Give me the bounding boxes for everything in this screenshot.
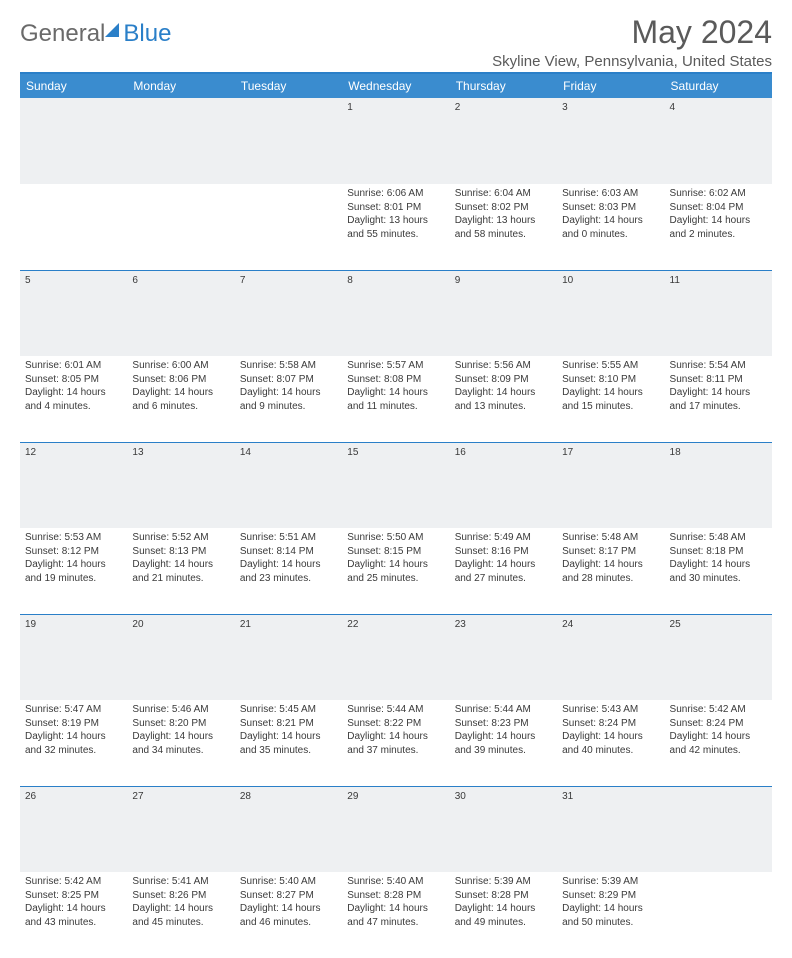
title-block: May 2024 Skyline View, Pennsylvania, Uni… — [492, 14, 772, 70]
col-thursday: Thursday — [450, 73, 557, 98]
day-number: 23 — [450, 614, 557, 700]
day-info: Sunrise: 5:44 AMSunset: 8:23 PMDaylight:… — [450, 700, 557, 786]
day-info: Sunrise: 6:02 AMSunset: 8:04 PMDaylight:… — [665, 184, 772, 270]
month-title: May 2024 — [492, 14, 772, 51]
day-number: 5 — [20, 270, 127, 356]
daynum-row: 12131415161718 — [20, 442, 772, 528]
location-label: Skyline View, Pennsylvania, United State… — [492, 53, 772, 70]
day-number: 25 — [665, 614, 772, 700]
header-row: Sunday Monday Tuesday Wednesday Thursday… — [20, 73, 772, 98]
calendar-table: Sunday Monday Tuesday Wednesday Thursday… — [20, 72, 772, 958]
day-info: Sunrise: 5:39 AMSunset: 8:29 PMDaylight:… — [557, 872, 664, 958]
day-info: Sunrise: 5:46 AMSunset: 8:20 PMDaylight:… — [127, 700, 234, 786]
logo-text-general: General — [20, 20, 105, 48]
header: General Blue May 2024 Skyline View, Penn… — [20, 14, 772, 70]
day-number: 20 — [127, 614, 234, 700]
logo: General Blue — [20, 14, 171, 48]
day-number: 29 — [342, 786, 449, 872]
day-info — [127, 184, 234, 270]
day-number: 4 — [665, 98, 772, 184]
day-info: Sunrise: 5:43 AMSunset: 8:24 PMDaylight:… — [557, 700, 664, 786]
day-info: Sunrise: 5:40 AMSunset: 8:28 PMDaylight:… — [342, 872, 449, 958]
day-info: Sunrise: 5:54 AMSunset: 8:11 PMDaylight:… — [665, 356, 772, 442]
daynum-row: 19202122232425 — [20, 614, 772, 700]
day-number: 12 — [20, 442, 127, 528]
day-number: 3 — [557, 98, 664, 184]
day-number: 18 — [665, 442, 772, 528]
day-number: 17 — [557, 442, 664, 528]
day-number — [665, 786, 772, 872]
day-number: 15 — [342, 442, 449, 528]
day-number: 31 — [557, 786, 664, 872]
info-row: Sunrise: 5:47 AMSunset: 8:19 PMDaylight:… — [20, 700, 772, 786]
day-info: Sunrise: 5:51 AMSunset: 8:14 PMDaylight:… — [235, 528, 342, 614]
col-wednesday: Wednesday — [342, 73, 449, 98]
day-info: Sunrise: 5:50 AMSunset: 8:15 PMDaylight:… — [342, 528, 449, 614]
day-info: Sunrise: 5:47 AMSunset: 8:19 PMDaylight:… — [20, 700, 127, 786]
logo-text-blue: Blue — [123, 20, 171, 48]
day-info: Sunrise: 5:53 AMSunset: 8:12 PMDaylight:… — [20, 528, 127, 614]
day-number: 27 — [127, 786, 234, 872]
day-info: Sunrise: 5:40 AMSunset: 8:27 PMDaylight:… — [235, 872, 342, 958]
day-number: 13 — [127, 442, 234, 528]
col-friday: Friday — [557, 73, 664, 98]
day-number — [20, 98, 127, 184]
day-info — [665, 872, 772, 958]
day-info: Sunrise: 5:49 AMSunset: 8:16 PMDaylight:… — [450, 528, 557, 614]
info-row: Sunrise: 5:42 AMSunset: 8:25 PMDaylight:… — [20, 872, 772, 958]
day-number: 30 — [450, 786, 557, 872]
day-number: 8 — [342, 270, 449, 356]
day-info: Sunrise: 5:42 AMSunset: 8:24 PMDaylight:… — [665, 700, 772, 786]
logo-triangle-icon — [105, 23, 119, 37]
day-info: Sunrise: 5:45 AMSunset: 8:21 PMDaylight:… — [235, 700, 342, 786]
daynum-row: 1234 — [20, 98, 772, 184]
day-info: Sunrise: 6:06 AMSunset: 8:01 PMDaylight:… — [342, 184, 449, 270]
day-number: 2 — [450, 98, 557, 184]
day-info: Sunrise: 5:52 AMSunset: 8:13 PMDaylight:… — [127, 528, 234, 614]
col-monday: Monday — [127, 73, 234, 98]
day-number: 16 — [450, 442, 557, 528]
day-info — [235, 184, 342, 270]
day-number — [127, 98, 234, 184]
day-info: Sunrise: 6:01 AMSunset: 8:05 PMDaylight:… — [20, 356, 127, 442]
day-number: 9 — [450, 270, 557, 356]
col-sunday: Sunday — [20, 73, 127, 98]
day-number: 28 — [235, 786, 342, 872]
day-info: Sunrise: 5:44 AMSunset: 8:22 PMDaylight:… — [342, 700, 449, 786]
day-info: Sunrise: 5:58 AMSunset: 8:07 PMDaylight:… — [235, 356, 342, 442]
day-info: Sunrise: 5:56 AMSunset: 8:09 PMDaylight:… — [450, 356, 557, 442]
day-info: Sunrise: 5:41 AMSunset: 8:26 PMDaylight:… — [127, 872, 234, 958]
day-number: 7 — [235, 270, 342, 356]
day-number: 24 — [557, 614, 664, 700]
day-info: Sunrise: 5:39 AMSunset: 8:28 PMDaylight:… — [450, 872, 557, 958]
day-info: Sunrise: 6:04 AMSunset: 8:02 PMDaylight:… — [450, 184, 557, 270]
day-info: Sunrise: 5:42 AMSunset: 8:25 PMDaylight:… — [20, 872, 127, 958]
day-number: 19 — [20, 614, 127, 700]
day-info: Sunrise: 5:57 AMSunset: 8:08 PMDaylight:… — [342, 356, 449, 442]
col-saturday: Saturday — [665, 73, 772, 98]
info-row: Sunrise: 5:53 AMSunset: 8:12 PMDaylight:… — [20, 528, 772, 614]
day-info: Sunrise: 5:55 AMSunset: 8:10 PMDaylight:… — [557, 356, 664, 442]
daynum-row: 262728293031 — [20, 786, 772, 872]
day-number — [235, 98, 342, 184]
day-info: Sunrise: 5:48 AMSunset: 8:18 PMDaylight:… — [665, 528, 772, 614]
col-tuesday: Tuesday — [235, 73, 342, 98]
info-row: Sunrise: 6:01 AMSunset: 8:05 PMDaylight:… — [20, 356, 772, 442]
day-info: Sunrise: 6:00 AMSunset: 8:06 PMDaylight:… — [127, 356, 234, 442]
day-number: 11 — [665, 270, 772, 356]
day-number: 21 — [235, 614, 342, 700]
info-row: Sunrise: 6:06 AMSunset: 8:01 PMDaylight:… — [20, 184, 772, 270]
day-number: 10 — [557, 270, 664, 356]
daynum-row: 567891011 — [20, 270, 772, 356]
day-number: 22 — [342, 614, 449, 700]
day-number: 1 — [342, 98, 449, 184]
day-info — [20, 184, 127, 270]
day-number: 14 — [235, 442, 342, 528]
day-number: 26 — [20, 786, 127, 872]
day-number: 6 — [127, 270, 234, 356]
day-info: Sunrise: 5:48 AMSunset: 8:17 PMDaylight:… — [557, 528, 664, 614]
day-info: Sunrise: 6:03 AMSunset: 8:03 PMDaylight:… — [557, 184, 664, 270]
